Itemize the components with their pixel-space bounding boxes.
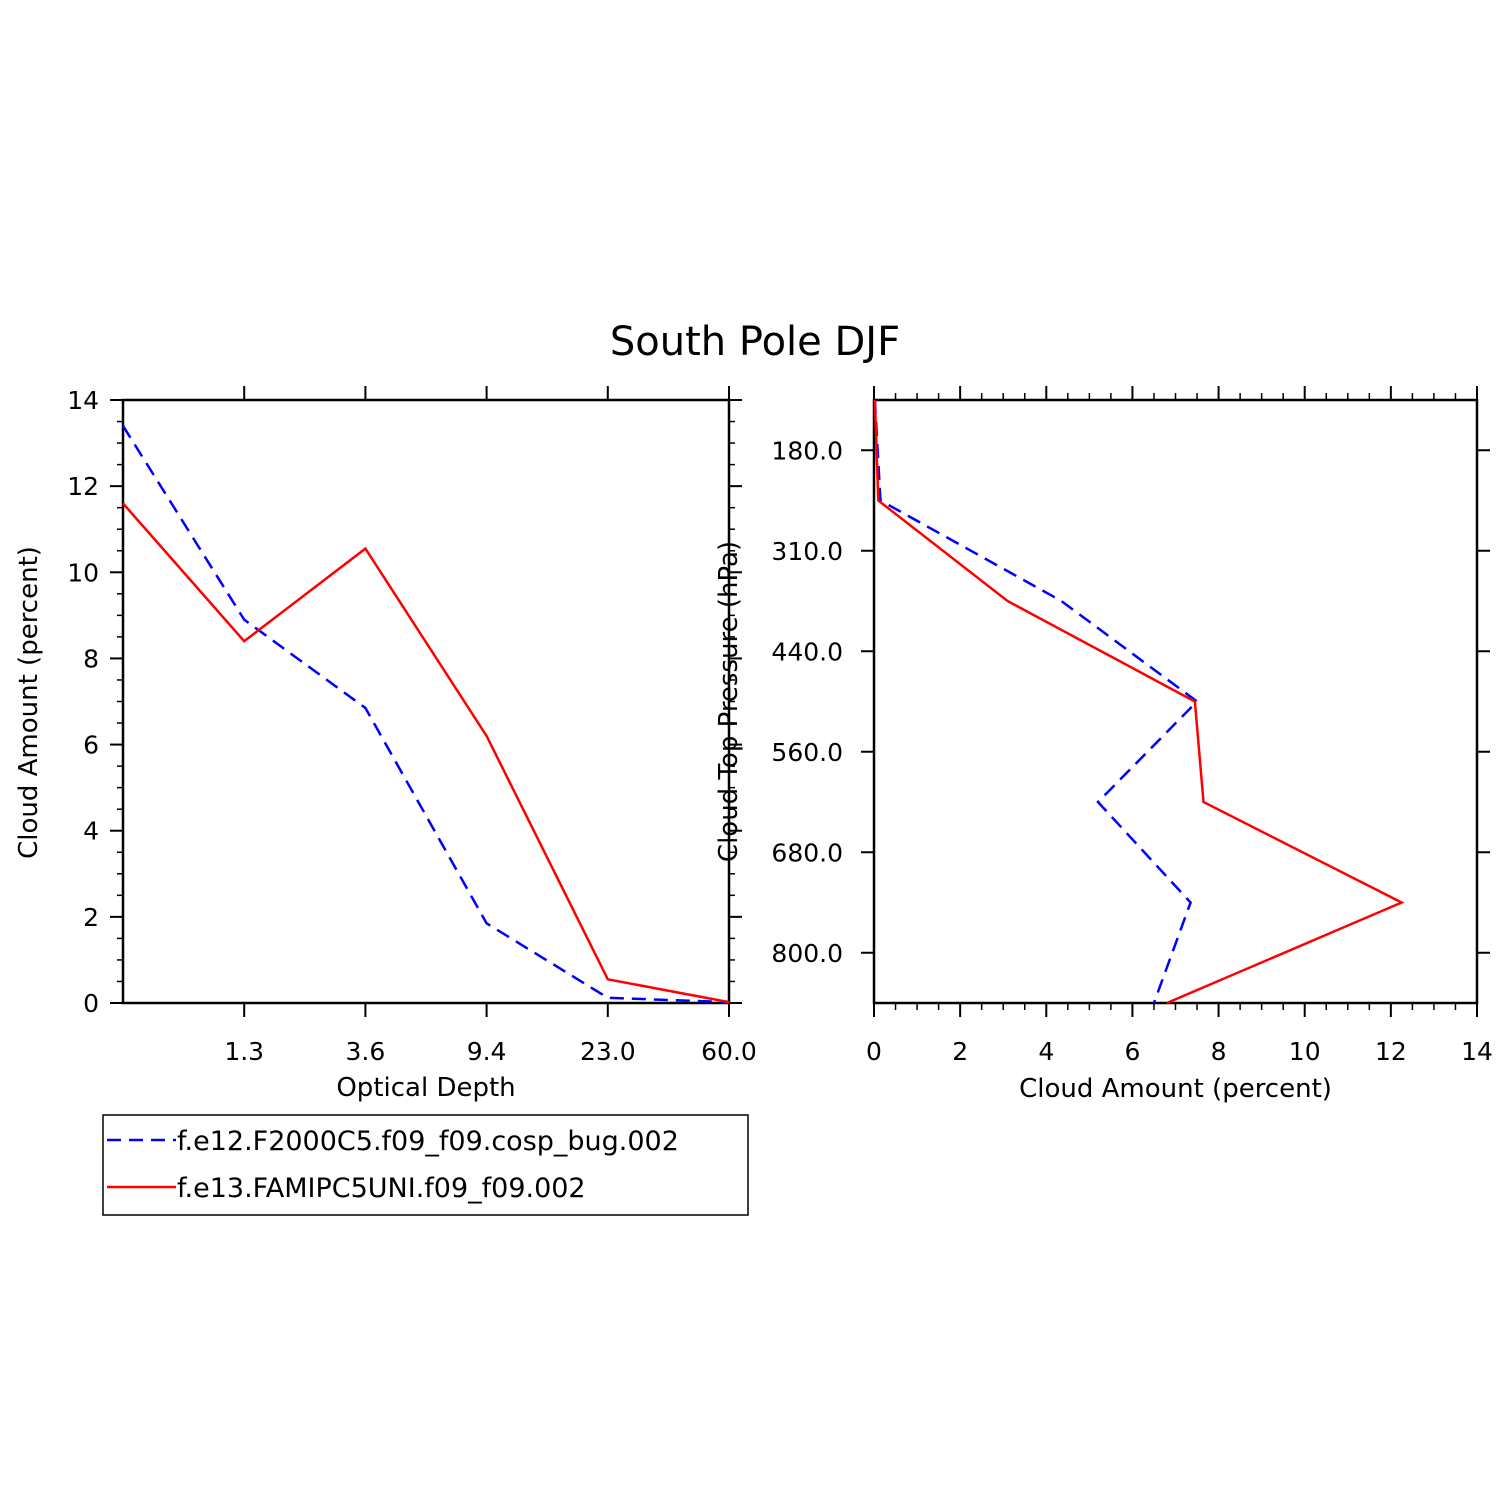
y-tick-label: 180.0: [771, 436, 843, 465]
x-tick-label: 4: [1038, 1037, 1054, 1066]
x-tick-label: 23.0: [580, 1037, 636, 1066]
legend-label-cosp-bug: f.e12.F2000C5.f09_f09.cosp_bug.002: [177, 1126, 679, 1157]
y-axis-title: Cloud Amount (percent): [14, 546, 44, 859]
y-tick-label: 310.0: [771, 537, 843, 566]
y-axis-title: Cloud Top Pressure (hPa): [714, 541, 744, 862]
x-axis-title: Cloud Amount (percent): [1019, 1074, 1332, 1104]
x-tick-label: 9.4: [467, 1037, 507, 1066]
x-tick-label: 2: [952, 1037, 968, 1066]
series-line-0: [873, 399, 1199, 1004]
x-tick-label: 10: [1289, 1037, 1321, 1066]
x-axis-title: Optical Depth: [336, 1073, 515, 1103]
y-tick-label: 14: [67, 386, 99, 415]
y-tick-label: 2: [83, 903, 99, 932]
y-tick-label: 680.0: [771, 838, 843, 867]
y-tick-label: 4: [83, 817, 99, 846]
legend: f.e12.F2000C5.f09_f09.cosp_bug.002 f.e13…: [102, 1114, 749, 1216]
x-tick-label: 0: [866, 1037, 882, 1066]
x-tick-label: 3.6: [346, 1037, 386, 1066]
x-tick-label: 8: [1211, 1037, 1227, 1066]
y-tick-label: 0: [83, 989, 99, 1018]
y-tick-label: 8: [83, 644, 99, 673]
y-tick-label: 440.0: [771, 637, 843, 666]
plot-frame: [872, 398, 1479, 1005]
y-tick-label: 12: [67, 472, 99, 501]
series-line-1: [873, 399, 1405, 1005]
y-tick-label: 6: [83, 731, 99, 760]
series-line-0: [121, 425, 730, 1004]
x-tick-label: 14: [1461, 1037, 1493, 1066]
x-tick-label: 60.0: [701, 1037, 757, 1066]
right-panel-pressure-profile: 0 2 4 6 8 10 12 14 180.0 310.0 440.0 560.0 680.0 800.…: [714, 386, 1493, 1104]
y-tick-label: 10: [67, 558, 99, 587]
left-panel-optical-depth: 0 2 4 6 8 10 12 14 1.3 3.6 9.4 23.0 60.0 Optical Dept…: [14, 386, 757, 1103]
y-tick-label: 560.0: [771, 738, 843, 767]
legend-label-famip: f.e13.FAMIPC5UNI.f09_f09.002: [177, 1173, 586, 1204]
x-tick-label: 12: [1375, 1037, 1407, 1066]
series-line-1: [122, 502, 730, 1004]
figure-title: South Pole DJF: [610, 319, 900, 365]
y-tick-label: 800.0: [771, 939, 843, 968]
legend-box: [102, 1114, 749, 1216]
plot-frame: [121, 398, 731, 1005]
x-tick-label: 6: [1124, 1037, 1140, 1066]
x-tick-label: 1.3: [224, 1037, 264, 1066]
